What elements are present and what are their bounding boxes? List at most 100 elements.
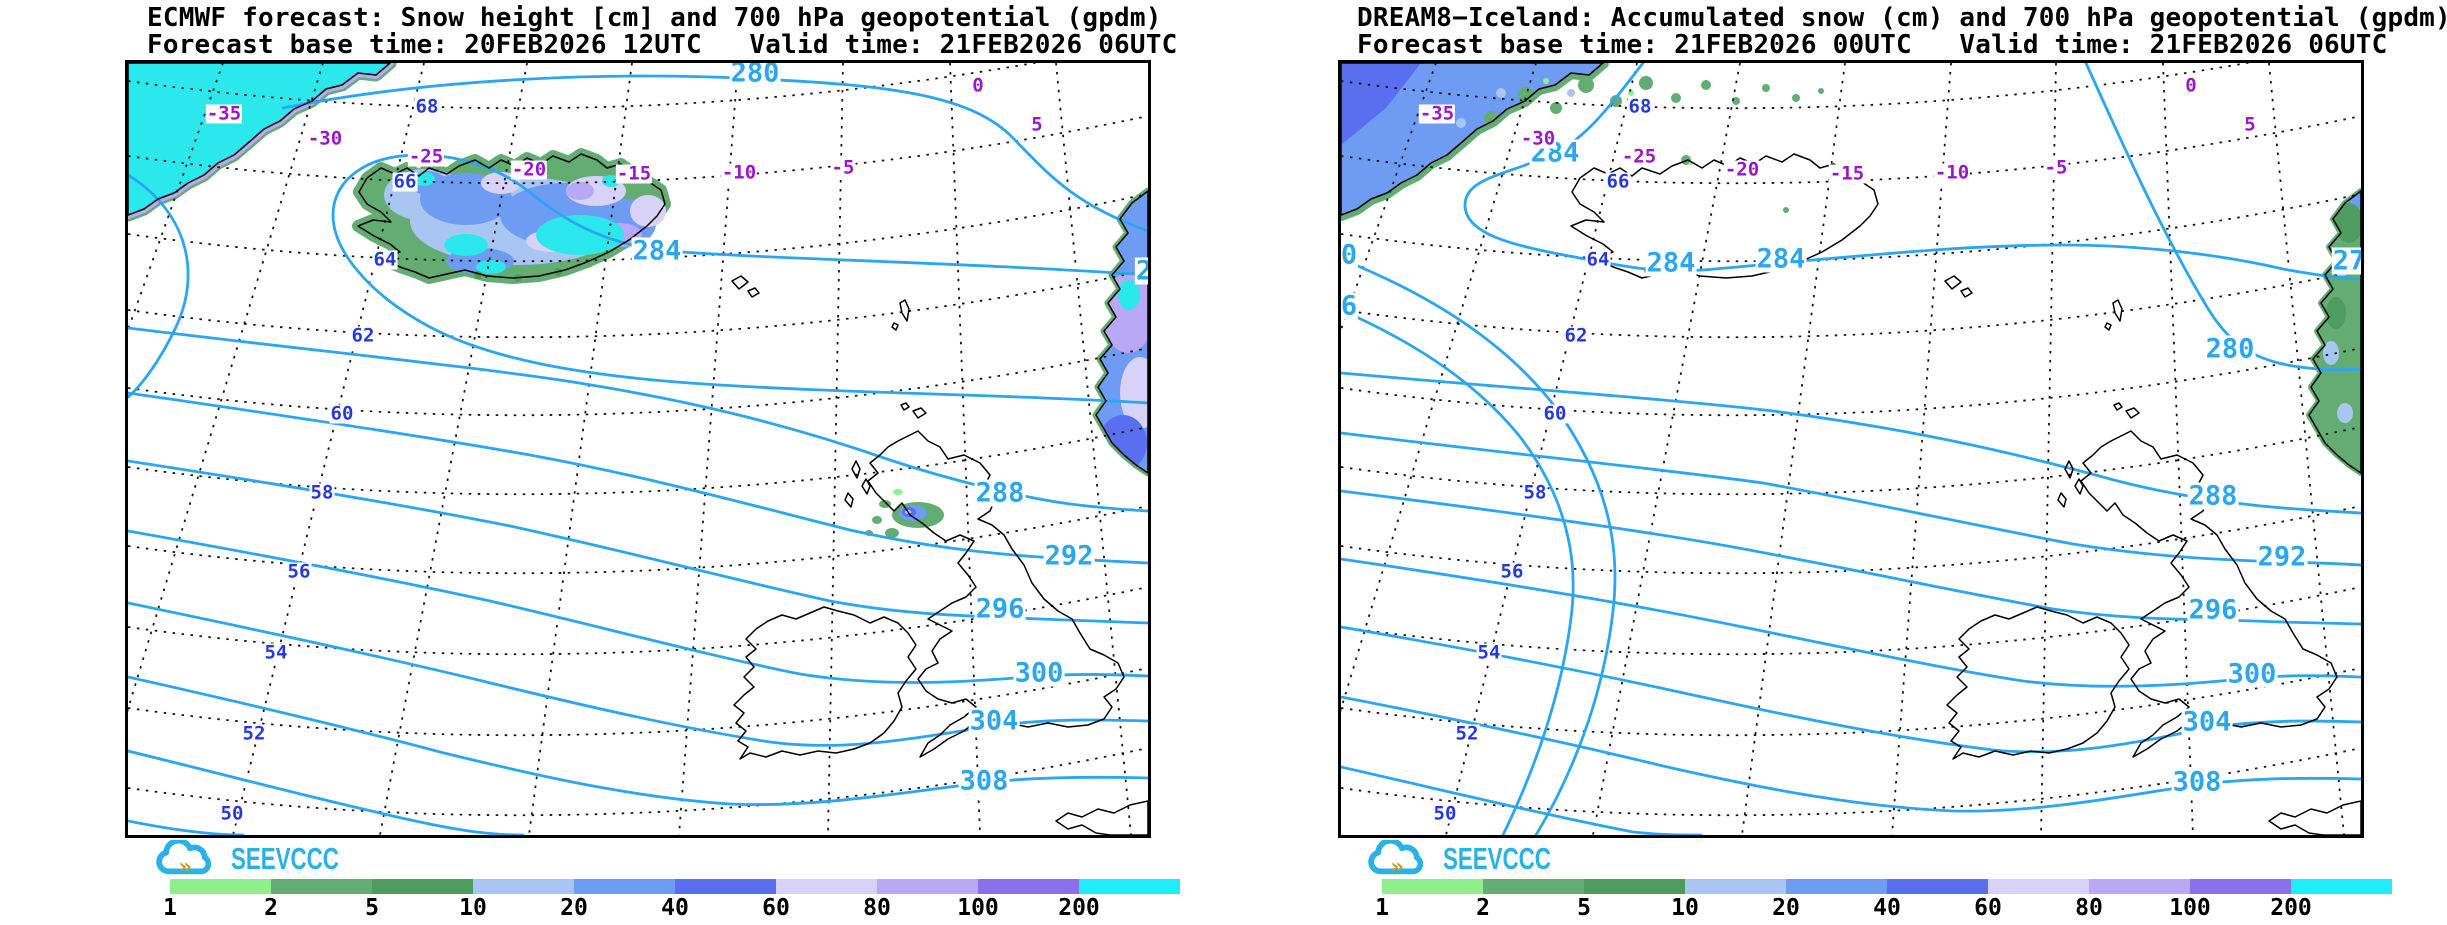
contour-label: 27 [2331, 247, 2361, 275]
left-title-line2: Forecast base time: 20FEB2026 12UTC Vali… [147, 30, 1178, 60]
right-title-line2: Forecast base time: 21FEB2026 00UTC Vali… [1357, 30, 2388, 60]
colorbar-tick: 1 [1375, 895, 1389, 921]
colorbar-tick: 1 [163, 895, 177, 921]
colorbar-tick: 5 [1577, 895, 1591, 921]
contour-label: 304 [968, 705, 1020, 737]
snow-colorbar-left [170, 879, 1180, 894]
seevccc-logo-left: » SEEVCCC [147, 840, 381, 876]
colorbar-tick: 60 [1974, 895, 2002, 921]
colorbar-segment [170, 879, 271, 894]
colorbar-segment [2291, 879, 2392, 894]
colorbar-tick: 60 [762, 895, 790, 921]
latitude-label: 52 [1454, 722, 1480, 745]
colorbar-tick: 80 [2075, 895, 2103, 921]
colorbar-segment [372, 879, 473, 894]
colorbar-segment [1079, 879, 1180, 894]
latitude-label: 66 [1605, 170, 1631, 193]
latitude-label: 50 [1432, 802, 1458, 825]
latitude-label: 56 [286, 560, 312, 583]
latitude-label: 58 [309, 481, 335, 504]
contour-label: 284 [631, 235, 683, 267]
longitude-label: -25 [1620, 145, 1658, 168]
map-right: 284 284 284 280 288 292 296 300 304 308 0 6 27 68 66 64… [1338, 60, 2364, 838]
colorbar-segment [675, 879, 776, 894]
longitude-label: -20 [510, 158, 548, 181]
colorbar-tick: 2 [1476, 895, 1490, 921]
map-labels-left: 280 284 288 292 296 300 304 308 2 68 66 64 62 60 58 56 5… [128, 63, 1148, 835]
longitude-label: 0 [2184, 74, 2198, 97]
contour-label: 292 [2256, 541, 2308, 573]
longitude-label: -20 [1723, 158, 1761, 181]
latitude-label: 62 [350, 324, 376, 347]
colorbar-segment [1483, 879, 1584, 894]
contour-label: 280 [2204, 333, 2256, 365]
colorbar-tick: 20 [1772, 895, 1800, 921]
contour-label: 300 [2226, 658, 2278, 690]
longitude-label: -5 [2043, 156, 2069, 179]
right-title-line1: DREAM8−Iceland: Accumulated snow (cm) an… [1357, 3, 2447, 33]
latitude-label: 62 [1563, 324, 1589, 347]
longitude-label: -15 [1828, 162, 1866, 185]
latitude-label: 58 [1522, 481, 1548, 504]
latitude-label: 64 [1585, 248, 1611, 271]
longitude-label: 5 [2243, 113, 2257, 136]
snow-colorbar-ticks-left: 1 2 5 10 20 40 60 80 100 200 [163, 895, 1180, 923]
contour-label: 308 [958, 765, 1010, 797]
colorbar-segment [574, 879, 675, 894]
map-left: 280 284 288 292 296 300 304 308 2 68 66 64 62 60 58 56 5… [125, 60, 1151, 838]
latitude-label: 54 [263, 641, 289, 664]
colorbar-tick: 2 [264, 895, 278, 921]
colorbar-segment [473, 879, 574, 894]
snow-overlay [1341, 63, 2361, 473]
chevron-icon: » [1391, 854, 1405, 876]
contour-label: 284 [1755, 243, 1807, 275]
colorbar-segment [2089, 879, 2190, 894]
colorbar-tick: 200 [2270, 895, 2312, 921]
contour-label: 0 [1341, 239, 1359, 271]
colorbar-segment [1988, 879, 2089, 894]
contour-label: 308 [2171, 766, 2223, 798]
colorbar-tick: 10 [459, 895, 487, 921]
colorbar-segment [877, 879, 978, 894]
colorbar-segment [776, 879, 877, 894]
colorbar-tick: 5 [365, 895, 379, 921]
contour-label: 288 [974, 477, 1026, 509]
longitude-label: -35 [1418, 102, 1456, 125]
seevccc-logo-right: » SEEVCCC [1359, 840, 1593, 876]
cloud-icon: » [156, 840, 212, 876]
longitude-label: -15 [615, 162, 653, 185]
colorbar-segment [1786, 879, 1887, 894]
latitude-label: 60 [1542, 402, 1568, 425]
snow-colorbar-right [1382, 879, 2392, 894]
longitude-label: 0 [971, 74, 985, 97]
contour-label: 296 [2187, 594, 2239, 626]
latitude-label: 68 [414, 95, 440, 118]
contour-label: 280 [729, 63, 781, 87]
colorbar-tick: 10 [1671, 895, 1699, 921]
latitude-label: 52 [241, 722, 267, 745]
longitude-label: -10 [720, 161, 758, 184]
map-labels-right: 284 284 284 280 288 292 296 300 304 308 0 6 27 68 66 64… [1341, 63, 2361, 835]
colorbar-tick: 200 [1058, 895, 1100, 921]
contour-label: 6 [1341, 290, 1359, 322]
longitude-label: -25 [407, 145, 445, 168]
colorbar-segment [2190, 879, 2291, 894]
colorbar-segment [978, 879, 1079, 894]
logo-text: SEEVCCC [1443, 840, 1551, 876]
colorbar-tick: 20 [560, 895, 588, 921]
colorbar-segment [1584, 879, 1685, 894]
latitude-label: 68 [1627, 95, 1653, 118]
colorbar-segment [1382, 879, 1483, 894]
longitude-label: 5 [1030, 113, 1044, 136]
contour-label: 304 [2181, 706, 2233, 738]
contour-label: 284 [1645, 247, 1697, 279]
latitude-label: 64 [372, 248, 398, 271]
longitude-label: -5 [830, 156, 856, 179]
colorbar-tick: 40 [661, 895, 689, 921]
latitude-label: 56 [1499, 560, 1525, 583]
chevron-icon: » [179, 854, 193, 876]
contour-label: 296 [974, 593, 1026, 625]
colorbar-segment [1887, 879, 1988, 894]
colorbar-tick: 100 [957, 895, 999, 921]
